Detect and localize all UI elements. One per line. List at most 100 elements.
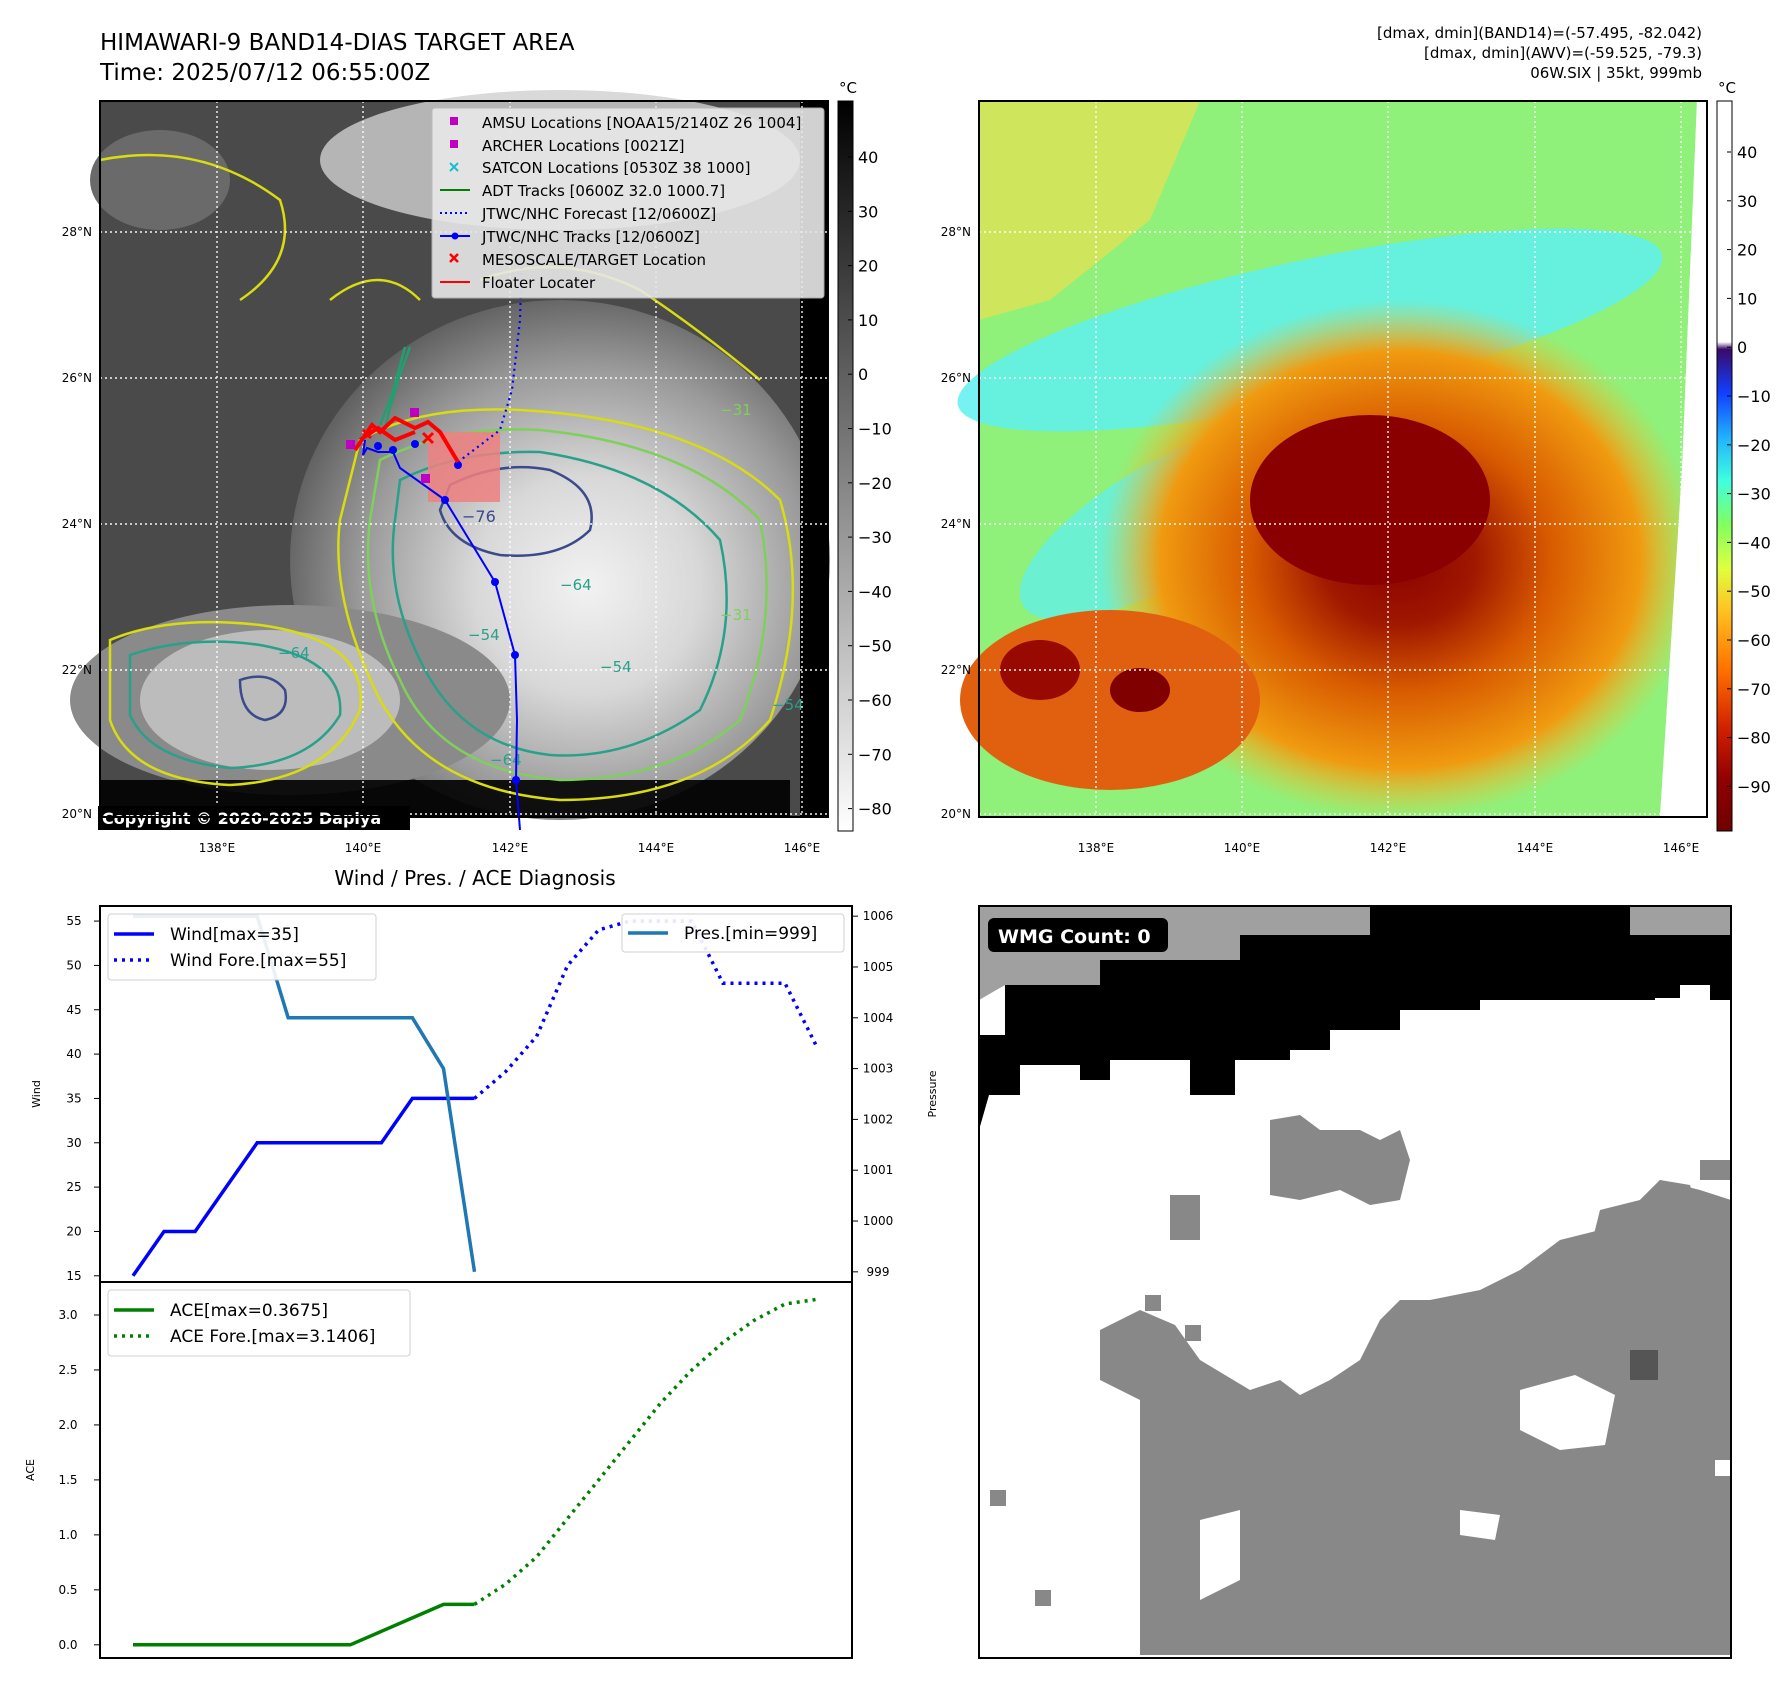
- legend-ace: ACE[max=0.3675]: [170, 1301, 328, 1321]
- colorbar-tick-label: 30: [1737, 192, 1757, 211]
- lat-tick: 22°N: [941, 663, 971, 677]
- colorbar-tick-label: 20: [858, 257, 878, 276]
- wmg-panel: WMG Count: 0: [978, 905, 1732, 1659]
- wind-tick-label: 25: [66, 1180, 81, 1194]
- colorbar-tick-label: −20: [858, 474, 892, 493]
- jtwc-track-points: [374, 440, 520, 784]
- wind-line: [131, 1096, 475, 1277]
- contour-label: −64: [490, 751, 522, 769]
- legend-wind: Wind[max=35]: [170, 925, 299, 945]
- ace-tick-label: 0.0: [58, 1638, 77, 1652]
- pressure-tick-label: 1005: [863, 960, 894, 974]
- pressure-tick-label: 1001: [863, 1163, 894, 1177]
- awv-colorbar-unit: °C: [1718, 79, 1736, 97]
- wind-tick-label: 20: [66, 1224, 81, 1238]
- figure-time: Time: 2025/07/12 06:55:00Z: [99, 60, 430, 86]
- pressure-tick-label: 1002: [863, 1112, 894, 1126]
- ace-tick-label: 2.5: [58, 1363, 77, 1377]
- colorbar-tick-label: −80: [1737, 729, 1771, 748]
- colorbar-tick-label: −20: [1737, 436, 1771, 455]
- figure-title: HIMAWARI-9 BAND14-DIAS TARGET AREA: [100, 30, 575, 56]
- colorbar-tick-label: −50: [1737, 582, 1771, 601]
- wind-axis-label: Wind: [30, 1080, 43, 1108]
- ir-map-lat-ticks: 28°N 26°N 24°N 22°N 20°N: [62, 225, 92, 821]
- awv-colorbar: °C 40 30 20 10 0 −10 −20 −30 −40 −50 −60 −70 −80 −90: [1716, 79, 1771, 832]
- contour-label: −31: [720, 606, 752, 624]
- lat-tick: 26°N: [941, 371, 971, 385]
- legend-adt: ADT Tracks [0600Z 32.0 1000.7]: [482, 182, 725, 200]
- colorbar-tick-label: 20: [1737, 241, 1757, 260]
- colorbar-tick-label: −60: [858, 691, 892, 710]
- ace-tick-label: 1.0: [58, 1528, 77, 1542]
- lat-tick: 26°N: [62, 371, 92, 385]
- stats-awv: [dmax, dmin](AWV)=(-59.525, -79.3): [1424, 44, 1702, 62]
- colorbar-tick-label: −90: [1737, 777, 1771, 796]
- colorbar-tick-label: −10: [858, 420, 892, 439]
- lon-tick: 138°E: [199, 841, 236, 855]
- lon-tick: 140°E: [1224, 841, 1261, 855]
- adt-track: [378, 346, 412, 429]
- lon-tick: 146°E: [784, 841, 821, 855]
- ace-tick-label: 3.0: [58, 1308, 77, 1322]
- pressure-axis-label: Pressure: [926, 1070, 939, 1117]
- colorbar-tick-label: 10: [858, 311, 878, 330]
- contour-label: −31: [720, 401, 752, 419]
- jtwc-track: [362, 439, 521, 831]
- ir-map-lon-ticks: 138°E 140°E 142°E 144°E 146°E: [199, 841, 821, 855]
- legend-ace-forecast: ACE Fore.[max=3.1406]: [170, 1327, 375, 1347]
- ace-tick-label: 1.5: [58, 1473, 77, 1487]
- legend-jtwc-tracks: JTWC/NHC Tracks [12/0600Z]: [481, 228, 700, 246]
- pressure-tick-label: 1003: [863, 1062, 894, 1076]
- wind-tick-label: 50: [66, 958, 81, 972]
- lon-tick: 146°E: [1663, 841, 1700, 855]
- amsu-archer-markers: [346, 408, 430, 483]
- lon-tick: 144°E: [638, 841, 675, 855]
- ace-chart: 3.0 2.5 2.0 1.5 1.0 0.5 0.0 ACE ACE[max=0.3675…: [24, 1281, 853, 1659]
- ace-tick-label: 0.5: [58, 1583, 77, 1597]
- pressure-tick-label: 1006: [863, 909, 894, 923]
- wind-pres-chart: 55 50 45 40 35 30 25 20 15 1006 1005 1004 1003 1002 1…: [30, 905, 939, 1283]
- wind-tick-label: 35: [66, 1091, 81, 1105]
- target-box: [428, 432, 500, 502]
- wind-tick-label: 55: [66, 914, 81, 928]
- ace-line: [133, 1602, 475, 1647]
- colorbar-tick-label: 40: [1737, 143, 1757, 162]
- contour-label: −76: [462, 507, 496, 526]
- wind-tick-label: 15: [66, 1269, 81, 1283]
- contour-label: −54: [600, 658, 632, 676]
- ir-map: −76 −64 −54 −64 −54 −64 −54 −31 −31: [70, 90, 830, 831]
- colorbar-tick-label: −10: [1737, 387, 1771, 406]
- legend-archer: ARCHER Locations [0021Z]: [482, 137, 685, 155]
- diagnosis-title: Wind / Pres. / ACE Diagnosis: [334, 866, 615, 890]
- colorbar-tick-label: −40: [1737, 533, 1771, 552]
- wind-tick-label: 30: [66, 1136, 81, 1150]
- legend-jtwc-forecast: JTWC/NHC Forecast [12/0600Z]: [481, 205, 716, 223]
- lat-tick: 24°N: [941, 517, 971, 531]
- lon-tick: 142°E: [492, 841, 529, 855]
- ace-axis-label: ACE: [24, 1459, 37, 1481]
- wind-tick-label: 45: [66, 1003, 81, 1017]
- legend-satcon: SATCON Locations [0530Z 38 1000]: [482, 159, 750, 177]
- pressure-tick-label: 1000: [863, 1214, 894, 1228]
- lat-tick: 22°N: [62, 663, 92, 677]
- legend-wind-forecast: Wind Fore.[max=55]: [170, 951, 346, 971]
- ir-colorbar: °C 40 30 20 10 0 −10 −20 −30 −40 −50 −60 −70 −80: [837, 79, 892, 832]
- pressure-tick-label: 999: [867, 1265, 890, 1279]
- colorbar-tick-label: −80: [858, 800, 892, 819]
- legend-pressure: Pres.[min=999]: [684, 924, 817, 944]
- lat-tick: 28°N: [941, 225, 971, 239]
- lat-tick: 20°N: [941, 807, 971, 821]
- colorbar-tick-label: 40: [858, 148, 878, 167]
- colorbar-tick-label: 0: [858, 365, 868, 384]
- lat-tick: 24°N: [62, 517, 92, 531]
- lon-tick: 138°E: [1078, 841, 1115, 855]
- colorbar-tick-label: 10: [1737, 289, 1757, 308]
- stats-band14: [dmax, dmin](BAND14)=(-57.495, -82.042): [1377, 24, 1702, 42]
- copyright: Copyright © 2020-2025 Dapiya: [102, 809, 381, 828]
- legend-target: MESOSCALE/TARGET Location: [482, 251, 706, 269]
- pressure-tick-label: 1004: [863, 1011, 894, 1025]
- colorbar-tick-label: −30: [1737, 485, 1771, 504]
- lon-tick: 140°E: [345, 841, 382, 855]
- ir-map-legend: AMSU Locations [NOAA15/2140Z 26 1004] AR…: [431, 107, 825, 299]
